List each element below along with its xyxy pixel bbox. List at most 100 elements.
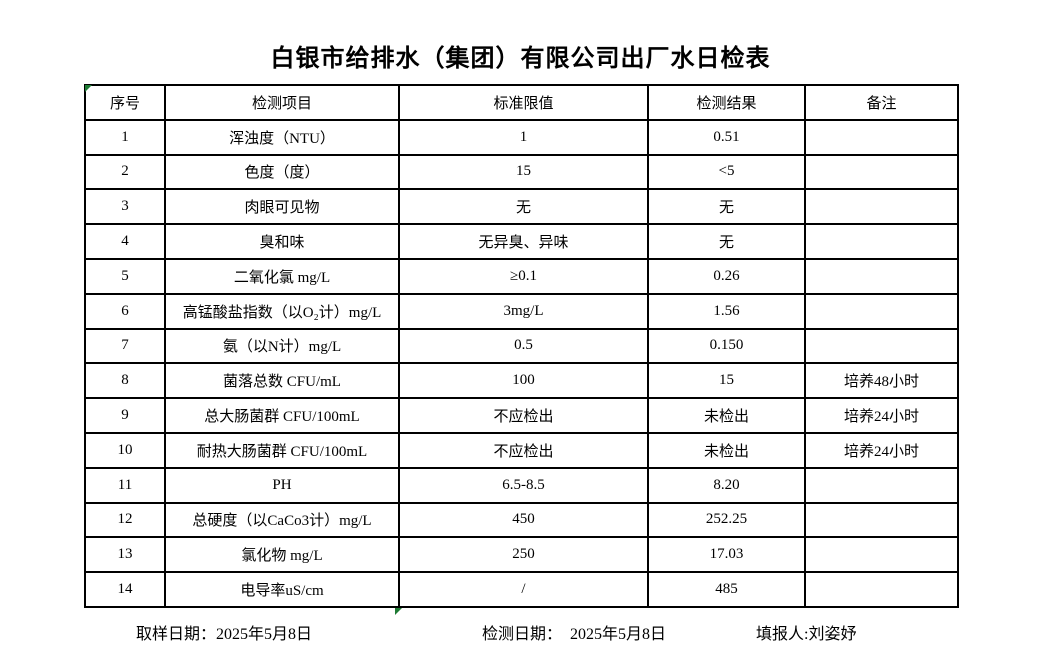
- cell-seq: 10: [84, 431, 166, 469]
- table-row: 9 总大肠菌群 CFU/100mL 不应检出 未检出 培养24小时: [84, 397, 959, 434]
- cell-remark: [804, 501, 959, 539]
- cell-seq: 8: [84, 362, 166, 400]
- cell-result: 无: [647, 188, 806, 226]
- cell-remark: [804, 536, 959, 574]
- cell-result: 无: [647, 223, 806, 260]
- cell-seq: 12: [84, 501, 166, 539]
- table-row: 6 高锰酸盐指数（以O₂计）mg/L 3mg/L 1.56: [84, 292, 959, 330]
- cell-result: 17.03: [647, 536, 806, 574]
- table-row: 4 臭和味 无异臭、异味无: [84, 223, 959, 260]
- table-row: 2 色度（度） 15 <5: [84, 153, 959, 191]
- page-title: 白银市给排水（集团）有限公司出厂水日检表: [270, 45, 771, 72]
- table-row: 13 氯化物 mg/L 250 17.03: [84, 536, 959, 574]
- sampling-date: 取样日期：2025年5月8日: [136, 620, 312, 644]
- cell-item: 二氧化氯 mg/L: [164, 257, 400, 295]
- cell-limit: /: [398, 571, 649, 608]
- cell-limit: ≥0.1: [398, 257, 649, 295]
- cell-remark: [804, 188, 959, 226]
- cell-remark: [804, 257, 959, 295]
- reporter-label: 填报人:: [756, 626, 809, 643]
- cell-item: 色度（度）: [164, 153, 400, 191]
- table-body: 1 浑浊度（NTU） 1 0.51 2 色度（度） 15 <5 3 肉眼可见物无无 4 臭和味 无异臭、…: [84, 118, 959, 608]
- test-date-value: 2025年5月8日: [570, 626, 667, 643]
- reporter-value: 刘姿妤: [808, 626, 857, 643]
- cell-seq: 13: [84, 536, 166, 574]
- cell-remark: [804, 466, 959, 504]
- cell-limit: 1: [398, 118, 649, 156]
- cell-seq: 9: [84, 397, 166, 434]
- cell-item: 浑浊度（NTU）: [164, 118, 400, 156]
- test-date-label: 检测日期：: [482, 626, 571, 643]
- cell-result: 8.20: [647, 466, 806, 504]
- cell-limit: 15: [398, 153, 649, 191]
- header-result: 检测结果: [647, 84, 806, 121]
- cell-result: 485: [647, 571, 806, 608]
- cell-seq: 14: [84, 571, 166, 608]
- cell-seq: 2: [84, 153, 166, 191]
- cell-limit: 不应检出: [398, 431, 649, 469]
- sampling-date-value: 2025年5月8日: [216, 626, 313, 643]
- cell-result: 15: [647, 362, 806, 400]
- cell-seq: 6: [84, 292, 166, 330]
- cell-seq: 1: [84, 118, 166, 156]
- table-row: 11 PH 6.5-8.5 8.20: [84, 466, 959, 504]
- cell-limit: 6.5-8.5: [398, 466, 649, 504]
- cell-result: 0.150: [647, 327, 806, 365]
- test-date: 检测日期： 2025年5月8日: [482, 620, 666, 644]
- cell-result: 未检出: [647, 397, 806, 434]
- header-limit: 标准限值: [398, 84, 649, 121]
- cell-result: 未检出: [647, 431, 806, 469]
- cell-item: 肉眼可见物: [164, 188, 400, 226]
- table-row: 1 浑浊度（NTU） 1 0.51: [84, 118, 959, 156]
- cell-result: 252.25: [647, 501, 806, 539]
- cell-flag-bottom-icon: [395, 608, 402, 615]
- sampling-date-label: 取样日期：: [136, 626, 217, 643]
- cell-limit: 450: [398, 501, 649, 539]
- cell-remark: 培养24小时: [804, 431, 959, 469]
- cell-remark: 培养48小时: [804, 362, 959, 400]
- header-item: 检测项目: [164, 84, 400, 121]
- cell-limit: 0.5: [398, 327, 649, 365]
- cell-item: 总硬度（以CaCo3计）mg/L: [164, 501, 400, 539]
- cell-flag-top-left-icon: [85, 85, 92, 92]
- table-row: 14 电导率uS/cm/485: [84, 571, 959, 608]
- cell-seq: 11: [84, 466, 166, 504]
- cell-remark: [804, 223, 959, 260]
- cell-remark: [804, 118, 959, 156]
- cell-remark: [804, 571, 959, 608]
- cell-result: 1.56: [647, 292, 806, 330]
- table-row: 3 肉眼可见物无无: [84, 188, 959, 226]
- cell-result: 0.51: [647, 118, 806, 156]
- cell-seq: 5: [84, 257, 166, 295]
- reporter: 填报人:刘姿妤: [756, 620, 856, 644]
- header-seq: 序号: [84, 84, 166, 121]
- cell-item: 高锰酸盐指数（以O₂计）mg/L: [164, 292, 400, 330]
- cell-result: 0.26: [647, 257, 806, 295]
- cell-item: 氨（以N计）mg/L: [164, 327, 400, 365]
- cell-item: 总大肠菌群 CFU/100mL: [164, 397, 400, 434]
- table-row: 10 耐热大肠菌群 CFU/100mL 不应检出 未检出 培养24小时: [84, 431, 959, 469]
- table-row: 7 氨（以N计）mg/L 0.5 0.150: [84, 327, 959, 365]
- cell-remark: 培养24小时: [804, 397, 959, 434]
- header-remark: 备注: [804, 84, 959, 121]
- cell-item: 耐热大肠菌群 CFU/100mL: [164, 431, 400, 469]
- cell-seq: 7: [84, 327, 166, 365]
- cell-remark: [804, 153, 959, 191]
- cell-limit: 100: [398, 362, 649, 400]
- header-row: 序号 检测项目 标准限值 检测结果 备注: [84, 84, 959, 121]
- cell-item: 菌落总数 CFU/mL: [164, 362, 400, 400]
- cell-limit: 250: [398, 536, 649, 574]
- cell-limit: 不应检出: [398, 397, 649, 434]
- cell-result: <5: [647, 153, 806, 191]
- cell-seq: 4: [84, 223, 166, 260]
- inspection-table: 序号 检测项目 标准限值 检测结果 备注 1 浑浊度（NTU） 1 0.51 2 色度（度…: [84, 84, 959, 608]
- cell-item: 臭和味: [164, 223, 400, 260]
- cell-remark: [804, 292, 959, 330]
- cell-item: PH: [164, 466, 400, 504]
- table-row: 5 二氧化氯 mg/L ≥0.1 0.26: [84, 257, 959, 295]
- cell-item: 氯化物 mg/L: [164, 536, 400, 574]
- cell-seq: 3: [84, 188, 166, 226]
- cell-item: 电导率uS/cm: [164, 571, 400, 608]
- cell-remark: [804, 327, 959, 365]
